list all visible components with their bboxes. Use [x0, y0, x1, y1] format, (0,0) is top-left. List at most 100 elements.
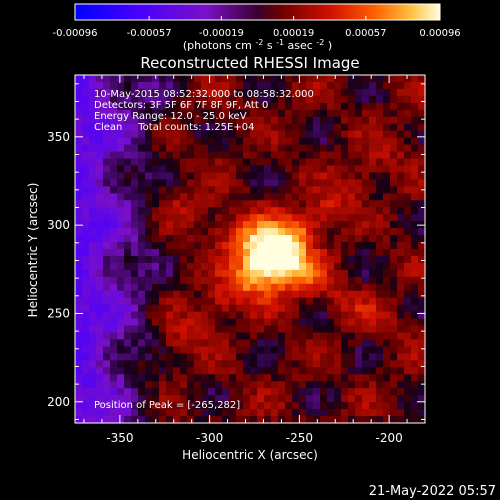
heatmap-cell — [208, 367, 216, 375]
heatmap-cell — [390, 353, 398, 361]
heatmap-cell — [208, 172, 216, 180]
colorbar-units: (photons cm -2 s -1 asec -2 ) — [183, 35, 332, 52]
heatmap-cell — [201, 81, 209, 90]
heatmap-cell — [327, 367, 335, 375]
heatmap-cell — [229, 75, 237, 83]
heatmap-cell — [257, 283, 265, 292]
heatmap-cell — [131, 186, 139, 194]
heatmap-cell — [411, 416, 419, 424]
heatmap-cell — [376, 172, 384, 180]
heatmap-cell — [306, 207, 314, 215]
heatmap-cell — [187, 290, 195, 299]
heatmap-cell — [334, 221, 342, 229]
heatmap-cell — [89, 242, 97, 250]
heatmap-cell — [362, 374, 370, 382]
heatmap-cell — [362, 158, 370, 167]
heatmap-cell — [383, 262, 391, 271]
heatmap-cell — [320, 255, 328, 264]
heatmap-cell — [222, 109, 230, 118]
heatmap-cell — [348, 137, 356, 146]
heatmap-cell — [257, 325, 265, 334]
heatmap-cell — [222, 283, 230, 292]
heatmap-cell — [222, 374, 230, 382]
heatmap-cell — [201, 381, 209, 389]
heatmap-cell — [397, 290, 405, 299]
heatmap-cell — [376, 367, 384, 375]
heatmap-cell — [369, 242, 377, 250]
heatmap-cell — [264, 304, 272, 313]
heatmap-cell — [194, 144, 202, 153]
heatmap-cell — [292, 95, 300, 104]
annotation-line: Energy Range: 12.0 - 25.0 keV — [94, 111, 247, 122]
heatmap-cell — [418, 353, 426, 361]
heatmap-cell — [173, 172, 181, 180]
heatmap-cell — [103, 221, 111, 229]
heatmap-cell — [264, 409, 272, 417]
heatmap-cell — [229, 116, 237, 125]
heatmap-cell — [103, 158, 111, 167]
heatmap-cell — [215, 186, 223, 194]
heatmap-cell — [152, 304, 160, 313]
heatmap-cell — [222, 200, 230, 208]
heatmap-cell — [82, 346, 90, 354]
heatmap-cell — [362, 311, 370, 320]
heatmap-cell — [236, 151, 244, 160]
heatmap-cell — [271, 409, 279, 417]
heatmap-cell — [334, 193, 342, 201]
heatmap-cell — [264, 158, 272, 167]
heatmap-cell — [180, 165, 188, 174]
heatmap-cell — [313, 116, 321, 125]
annotation-line: 10-May-2015 08:52:32.000 to 08:58:32.000 — [94, 89, 314, 100]
heatmap-cell — [89, 276, 97, 285]
heatmap-cell — [278, 353, 286, 361]
heatmap-cell — [313, 255, 321, 264]
heatmap-cell — [334, 249, 342, 257]
heatmap-cell — [187, 102, 195, 111]
heatmap-cell — [313, 95, 321, 104]
heatmap-cell — [306, 88, 314, 97]
heatmap-cell — [103, 81, 111, 90]
heatmap-cell — [292, 116, 300, 125]
heatmap-cell — [103, 193, 111, 201]
heatmap-cell — [355, 214, 363, 222]
heatmap-cell — [166, 193, 174, 201]
heatmap-cell — [145, 262, 153, 271]
heatmap-cell — [243, 395, 251, 403]
heatmap-cell — [327, 88, 335, 97]
heatmap-cell — [348, 95, 356, 104]
heatmap-cell — [250, 172, 258, 180]
heatmap-cell — [313, 304, 321, 313]
heatmap-cell — [334, 318, 342, 327]
heatmap-cell — [278, 221, 286, 229]
heatmap-cell — [418, 395, 426, 403]
heatmap-cell — [404, 332, 412, 341]
heatmap-cell — [348, 158, 356, 167]
heatmap-cell — [355, 325, 363, 334]
heatmap-cell — [187, 123, 195, 132]
heatmap-cell — [320, 297, 328, 306]
heatmap-cell — [229, 193, 237, 201]
heatmap-cell — [208, 262, 216, 271]
heatmap-cell — [75, 304, 83, 313]
heatmap-cell — [306, 353, 314, 361]
heatmap-cell — [285, 207, 293, 215]
heatmap-cell — [313, 200, 321, 208]
heatmap-cell — [355, 290, 363, 299]
heatmap-cell — [229, 109, 237, 118]
heatmap-cell — [327, 255, 335, 264]
heatmap-cell — [418, 172, 426, 180]
heatmap-cell — [131, 360, 139, 368]
heatmap-cell — [348, 409, 356, 417]
heatmap-cell — [271, 151, 279, 160]
heatmap-cell — [306, 339, 314, 348]
heatmap-cell — [96, 165, 104, 174]
heatmap-cell — [362, 249, 370, 257]
heatmap-cell — [362, 262, 370, 271]
heatmap-cell — [264, 214, 272, 222]
heatmap-cell — [306, 193, 314, 201]
heatmap-cell — [376, 318, 384, 327]
heatmap-cell — [89, 137, 97, 146]
heatmap-cell — [229, 151, 237, 160]
heatmap-cell — [383, 395, 391, 403]
heatmap-cell — [334, 130, 342, 139]
